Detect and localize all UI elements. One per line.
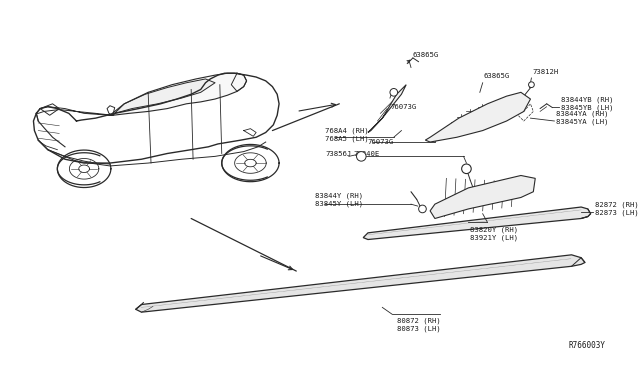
Text: 82872 (RH)
82873 (LH): 82872 (RH) 82873 (LH) xyxy=(595,202,638,216)
Circle shape xyxy=(529,82,534,87)
Circle shape xyxy=(461,164,471,174)
Text: R766003Y: R766003Y xyxy=(569,341,605,350)
Circle shape xyxy=(356,152,366,161)
Text: 63865G: 63865G xyxy=(413,52,439,58)
Text: 76073G: 76073G xyxy=(390,104,416,110)
Polygon shape xyxy=(113,79,215,115)
Text: 83844Y (RH)
83845Y (LH): 83844Y (RH) 83845Y (LH) xyxy=(316,192,364,206)
Text: 80872 (RH)
80873 (LH): 80872 (RH) 80873 (LH) xyxy=(397,318,440,333)
Text: 76073G: 76073G xyxy=(367,139,393,145)
Polygon shape xyxy=(110,73,246,115)
Text: 83820Y (RH)
83921Y (LH): 83820Y (RH) 83921Y (LH) xyxy=(470,226,518,241)
Text: 83844YB (RH)
83845YB (LH): 83844YB (RH) 83845YB (LH) xyxy=(561,97,614,111)
Circle shape xyxy=(390,89,397,96)
Polygon shape xyxy=(136,255,585,312)
Circle shape xyxy=(419,205,426,213)
Text: 63865G: 63865G xyxy=(484,73,510,79)
Text: 768A4 (RH)
768A5 (LH): 768A4 (RH) 768A5 (LH) xyxy=(325,127,369,142)
Text: 83844YA (RH)
83845YA (LH): 83844YA (RH) 83845YA (LH) xyxy=(556,111,609,125)
Text: 73812H: 73812H xyxy=(532,69,559,75)
Polygon shape xyxy=(426,92,531,142)
Text: 73856J: 73856J xyxy=(325,151,351,157)
Polygon shape xyxy=(368,85,406,132)
Polygon shape xyxy=(364,207,591,240)
Polygon shape xyxy=(430,176,535,218)
Text: 79840E: 79840E xyxy=(354,151,380,157)
